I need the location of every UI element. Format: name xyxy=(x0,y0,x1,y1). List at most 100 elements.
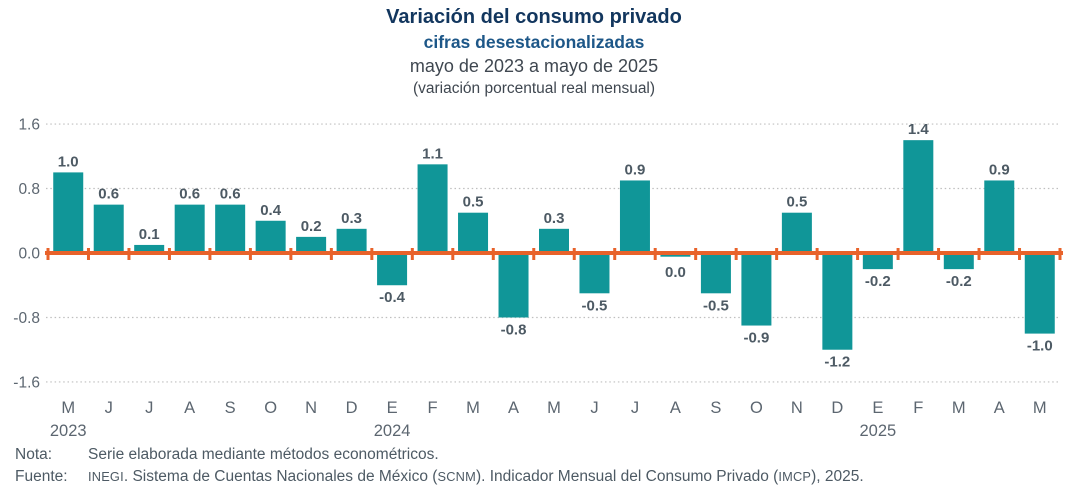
y-axis-tick-label: 0.8 xyxy=(18,181,40,198)
fuente-acronym: INEGI xyxy=(88,469,124,484)
y-axis-tick-label: -1.6 xyxy=(13,374,40,391)
bar xyxy=(215,204,246,253)
y-axis-tick-label: -0.8 xyxy=(13,310,40,327)
bar xyxy=(498,253,529,318)
bar xyxy=(781,212,812,253)
fuente-label: Fuente: xyxy=(15,468,68,485)
bar xyxy=(377,253,408,286)
month-label: D xyxy=(346,399,358,417)
bar-value-label: -0.9 xyxy=(743,330,769,347)
bar-value-label: -0.2 xyxy=(946,273,972,290)
chart-header: Variación del consumo privado cifras des… xyxy=(0,4,1068,99)
month-label: S xyxy=(710,399,721,417)
month-label: O xyxy=(750,399,763,417)
bar xyxy=(417,164,448,253)
month-label: S xyxy=(225,399,236,417)
bar-value-label: 1.0 xyxy=(58,153,79,170)
bar-value-label: -0.5 xyxy=(582,297,608,314)
fuente-acronym: IMCP xyxy=(778,469,812,484)
month-label: M xyxy=(1033,399,1047,417)
bar-value-label: 0.9 xyxy=(989,161,1010,178)
month-label: M xyxy=(952,399,966,417)
bar-value-label: 0.6 xyxy=(98,186,119,203)
year-label: 2023 xyxy=(50,422,87,440)
fuente-fragment: ). Indicador Mensual del Consumo Privado… xyxy=(475,468,779,485)
month-label: J xyxy=(631,399,639,417)
nota-row: Nota: Serie elaborada mediante métodos e… xyxy=(15,444,1060,466)
fuente-row: Fuente: INEGI. Sistema de Cuentas Nacion… xyxy=(15,466,1060,488)
bar-value-label: 0.0 xyxy=(665,264,686,281)
bar-value-label: 0.9 xyxy=(625,161,646,178)
bar xyxy=(619,180,650,253)
y-axis-tick-label: 0.0 xyxy=(18,246,40,263)
year-label: 2025 xyxy=(859,422,896,440)
bar xyxy=(336,228,367,253)
bar-value-label: -0.2 xyxy=(865,273,891,290)
bar xyxy=(134,244,165,253)
bar xyxy=(255,220,286,253)
bar xyxy=(862,253,893,270)
bar xyxy=(700,253,731,294)
month-label: E xyxy=(387,399,398,417)
month-label: F xyxy=(428,399,438,417)
bar xyxy=(903,140,934,253)
bar xyxy=(579,253,610,294)
month-label: N xyxy=(791,399,803,417)
bar-value-label: 0.3 xyxy=(341,210,362,227)
month-label: M xyxy=(466,399,480,417)
bar-value-label: 0.5 xyxy=(463,194,484,211)
nota-label: Nota: xyxy=(15,446,53,463)
fuente-text: INEGI. Sistema de Cuentas Nacionales de … xyxy=(88,466,1060,488)
month-label: A xyxy=(994,399,1005,417)
month-label: J xyxy=(145,399,153,417)
chart-unit: (variación porcentual real mensual) xyxy=(412,80,656,98)
chart-subtitle: cifras desestacionalizadas xyxy=(423,32,645,52)
bar-value-label: 0.5 xyxy=(786,194,807,211)
bar-value-label: 0.3 xyxy=(544,210,565,227)
bar xyxy=(741,253,772,326)
month-label: M xyxy=(547,399,561,417)
chart-title: Variación del consumo privado xyxy=(386,6,682,28)
month-label: A xyxy=(508,399,519,417)
bar xyxy=(174,204,205,253)
bar-value-label: 0.6 xyxy=(179,186,200,203)
bar-chart-plot: 1.6 0.8 0.0 -0.8 -1.6 1.0 0.6 0.1 0.6 0.6 0.4 0.2 0.… xyxy=(13,117,1063,440)
month-label: D xyxy=(831,399,843,417)
month-label: A xyxy=(184,399,195,417)
bar xyxy=(53,172,84,253)
month-label: J xyxy=(105,399,113,417)
bar xyxy=(822,253,853,350)
bar-value-label: -0.4 xyxy=(379,289,406,306)
year-label: 2024 xyxy=(374,422,411,440)
month-label: O xyxy=(264,399,277,417)
bar xyxy=(1024,253,1055,334)
bar xyxy=(539,228,569,253)
bar xyxy=(660,254,691,257)
month-label: F xyxy=(913,399,923,417)
month-label: E xyxy=(872,399,883,417)
bar-value-label: -0.8 xyxy=(501,321,527,338)
nota-text: Serie elaborada mediante métodos economé… xyxy=(88,446,439,463)
bar-value-label: 0.4 xyxy=(260,202,282,219)
bar-value-label: 1.1 xyxy=(422,145,443,162)
month-label: M xyxy=(61,399,75,417)
bar xyxy=(943,253,974,270)
bar-value-label: -1.2 xyxy=(824,354,850,371)
fuente-acronym: SCNM xyxy=(437,469,476,484)
bar xyxy=(458,212,489,253)
bar xyxy=(93,204,124,253)
month-label: N xyxy=(305,399,317,417)
y-axis-tick-label: 1.6 xyxy=(18,117,40,134)
month-label: A xyxy=(670,399,681,417)
chart-period: mayo de 2023 a mayo de 2025 xyxy=(409,55,659,76)
month-label: J xyxy=(590,399,598,417)
bar-value-label: 0.1 xyxy=(139,226,160,243)
bar-value-label: -1.0 xyxy=(1027,338,1053,355)
bar xyxy=(296,236,327,253)
fuente-fragment: . Sistema de Cuentas Nacionales de Méxic… xyxy=(123,468,438,485)
fuente-fragment: ), 2025. xyxy=(811,468,864,485)
bar xyxy=(984,180,1015,253)
bar-value-label: 1.4 xyxy=(908,121,930,138)
chart-footer: Nota: Serie elaborada mediante métodos e… xyxy=(15,444,1060,488)
